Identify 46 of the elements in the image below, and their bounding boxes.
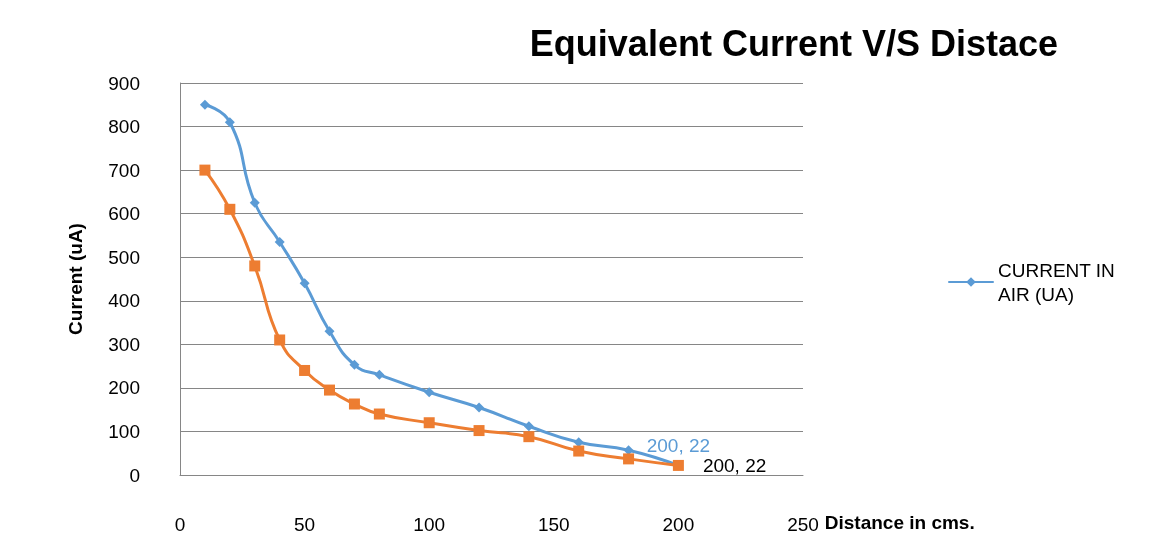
point — [523, 431, 535, 443]
point — [424, 387, 435, 398]
y-tick-label: 500 — [108, 246, 140, 268]
data-label: 200, 22 — [646, 435, 711, 457]
x-tick-label: 100 — [413, 514, 446, 535]
point — [373, 408, 385, 420]
point — [349, 359, 360, 370]
point — [623, 453, 635, 465]
chart-title: Equivalent Current V/S Distace — [529, 22, 1058, 64]
point — [324, 326, 335, 337]
point — [199, 164, 211, 176]
point — [274, 334, 286, 346]
y-tick-label: 100 — [108, 420, 140, 442]
point — [249, 197, 260, 208]
point — [374, 369, 385, 380]
point — [224, 117, 235, 128]
x-tick-label: 250 — [787, 514, 819, 535]
point — [474, 402, 485, 413]
x-tick-label: 150 — [537, 514, 570, 535]
y-tick-label: 700 — [108, 159, 140, 181]
point — [274, 236, 285, 247]
point — [473, 425, 485, 437]
y-tick-label: 900 — [108, 72, 140, 94]
point — [324, 384, 336, 396]
point — [348, 398, 360, 410]
x-tick-label: 0 — [174, 514, 186, 535]
data-label: 200, 22 — [702, 454, 767, 476]
y-tick-label: 300 — [108, 333, 140, 355]
point — [224, 203, 236, 215]
y-axis-title: Current (uA) — [65, 223, 86, 335]
point — [523, 421, 534, 432]
point — [299, 278, 310, 289]
x-axis-title: Distance in cms. — [824, 512, 975, 533]
point — [423, 417, 435, 429]
x-tick-label: 200 — [662, 514, 695, 535]
point — [199, 99, 210, 110]
point — [249, 260, 261, 272]
y-tick-label: 400 — [108, 290, 140, 312]
point — [299, 364, 311, 376]
y-tick-label: 0 — [129, 464, 140, 486]
y-tick-label: 200 — [108, 377, 140, 399]
y-tick-label: 600 — [108, 203, 140, 225]
point — [573, 445, 585, 457]
legend-label: CURRENT IN AIR (UA) — [998, 259, 1121, 305]
y-tick-label: 800 — [108, 116, 140, 138]
x-tick-label: 50 — [294, 514, 316, 535]
